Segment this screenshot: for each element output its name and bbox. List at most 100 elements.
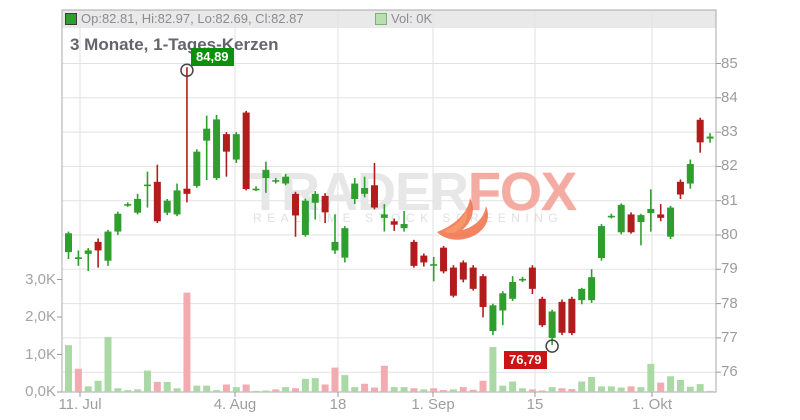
candle-body[interactable] (607, 215, 615, 218)
volume-bar[interactable] (134, 389, 142, 392)
volume-bar[interactable] (193, 385, 201, 392)
volume-bar[interactable] (538, 390, 546, 393)
volume-bar[interactable] (449, 389, 457, 392)
candle-body[interactable] (469, 267, 477, 289)
volume-bar[interactable] (400, 387, 408, 392)
volume-bar[interactable] (390, 387, 398, 392)
candle-body[interactable] (667, 207, 675, 237)
candle-body[interactable] (311, 193, 319, 203)
volume-bar[interactable] (321, 384, 329, 393)
volume-bar[interactable] (588, 377, 596, 392)
candle-body[interactable] (380, 214, 388, 218)
volume-bar[interactable] (84, 386, 92, 392)
candle-body[interactable] (94, 241, 102, 251)
candle-body[interactable] (74, 257, 82, 260)
candle-body[interactable] (676, 181, 684, 195)
candle-body[interactable] (65, 233, 72, 253)
candle-body[interactable] (519, 278, 527, 281)
volume-bar[interactable] (617, 387, 625, 393)
candle-body[interactable] (193, 151, 201, 186)
candle-body[interactable] (173, 190, 181, 215)
candle-body[interactable] (262, 169, 270, 179)
volume-bar[interactable] (163, 381, 171, 392)
volume-bar[interactable] (509, 381, 517, 393)
candle-body[interactable] (321, 195, 329, 213)
candle-body[interactable] (203, 128, 211, 141)
volume-bar[interactable] (676, 380, 684, 392)
volume-bar[interactable] (519, 388, 527, 392)
candle-body[interactable] (143, 184, 151, 187)
candle-body[interactable] (222, 134, 230, 152)
volume-bar[interactable] (94, 380, 102, 392)
volume-bar[interactable] (440, 390, 448, 392)
candle-body[interactable] (282, 176, 290, 184)
candle-body[interactable] (588, 277, 596, 301)
volume-bar[interactable] (272, 389, 280, 392)
candle-body[interactable] (568, 298, 576, 334)
volume-bar[interactable] (203, 385, 211, 392)
candle-body[interactable] (538, 298, 546, 326)
volume-bar[interactable] (153, 381, 161, 392)
volume-bar[interactable] (173, 388, 181, 392)
candle-body[interactable] (104, 231, 112, 261)
volume-bar[interactable] (331, 367, 339, 392)
candle-body[interactable] (232, 134, 240, 160)
candle-body[interactable] (134, 198, 142, 213)
volume-bar[interactable] (657, 382, 665, 392)
volume-bar[interactable] (252, 390, 260, 392)
candle-body[interactable] (124, 204, 132, 206)
candle-body[interactable] (509, 281, 517, 299)
candle-body[interactable] (449, 267, 457, 296)
volume-bar[interactable] (607, 386, 615, 392)
volume-bar[interactable] (479, 380, 487, 392)
volume-bar[interactable] (686, 386, 694, 392)
candle-body[interactable] (597, 226, 605, 258)
volume-bar[interactable] (430, 388, 438, 392)
candle-body[interactable] (637, 215, 645, 222)
volume-bar[interactable] (558, 388, 566, 392)
volume-bar[interactable] (597, 386, 605, 392)
volume-bar[interactable] (262, 390, 270, 393)
volume-bar[interactable] (65, 345, 72, 392)
volume-bar[interactable] (459, 387, 467, 392)
candle-body[interactable] (400, 224, 408, 229)
volume-bar[interactable] (114, 388, 122, 392)
candle-body[interactable] (114, 213, 122, 232)
volume-bar[interactable] (143, 370, 151, 392)
candle-body[interactable] (479, 276, 487, 308)
candle-body[interactable] (153, 181, 161, 222)
candle-body[interactable] (183, 188, 191, 194)
candle-body[interactable] (331, 241, 339, 251)
candle-body[interactable] (242, 112, 250, 190)
volume-bar[interactable] (410, 388, 418, 392)
candle-body[interactable] (272, 180, 280, 182)
candle-body[interactable] (420, 255, 428, 263)
volume-bar[interactable] (499, 385, 507, 392)
candle-body[interactable] (489, 305, 497, 332)
volume-bar[interactable] (311, 378, 319, 392)
candle-body[interactable] (410, 241, 418, 266)
volume-bar[interactable] (528, 389, 536, 392)
candle-body[interactable] (361, 188, 369, 194)
candle-body[interactable] (706, 136, 714, 139)
volume-bar[interactable] (706, 390, 714, 392)
volume-bar[interactable] (647, 363, 655, 392)
volume-bar[interactable] (232, 387, 240, 392)
candle-body[interactable] (657, 214, 665, 218)
volume-bar[interactable] (548, 387, 556, 392)
candle-body[interactable] (84, 250, 92, 254)
volume-bar[interactable] (696, 384, 704, 392)
volume-bar[interactable] (74, 368, 82, 392)
candle-body[interactable] (459, 262, 467, 280)
candle-body[interactable] (351, 183, 359, 199)
candle-body[interactable] (528, 267, 536, 289)
candle-body[interactable] (578, 288, 586, 301)
volume-bar[interactable] (568, 389, 576, 392)
volume-bar[interactable] (469, 389, 477, 392)
volume-bar[interactable] (489, 347, 497, 392)
volume-bar[interactable] (242, 384, 250, 393)
volume-bar[interactable] (637, 387, 645, 392)
candle-body[interactable] (686, 163, 694, 184)
volume-bar[interactable] (183, 292, 191, 392)
candle-body[interactable] (647, 208, 655, 214)
